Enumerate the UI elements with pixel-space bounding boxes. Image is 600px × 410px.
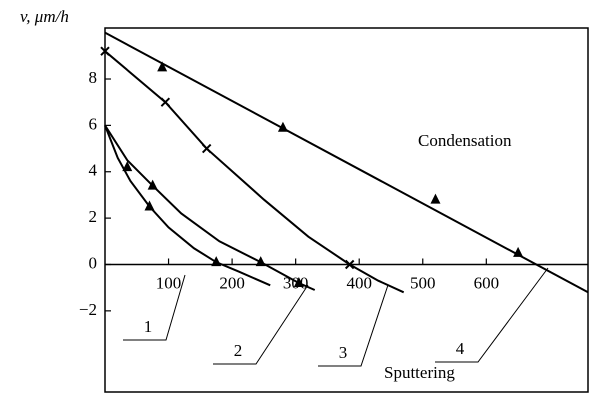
marker bbox=[157, 61, 168, 72]
marker bbox=[201, 143, 212, 154]
x-tick-label: 200 bbox=[219, 273, 245, 292]
y-tick-label: 4 bbox=[89, 161, 98, 180]
curve bbox=[104, 124, 316, 291]
leader-line bbox=[435, 267, 549, 363]
curve bbox=[104, 50, 405, 294]
marker bbox=[144, 200, 155, 211]
marker bbox=[255, 256, 266, 267]
x-tick-label: 100 bbox=[156, 273, 182, 292]
series-label: 3 bbox=[339, 343, 348, 362]
y-axis-label: v, μm/h bbox=[20, 7, 69, 26]
curve bbox=[104, 125, 271, 287]
y-tick-label: 2 bbox=[89, 207, 98, 226]
x-tick-label: 400 bbox=[346, 273, 372, 292]
leader-line bbox=[213, 284, 309, 365]
series-label: 1 bbox=[144, 317, 153, 336]
marker bbox=[147, 179, 158, 190]
annotation: Sputtering bbox=[384, 363, 455, 382]
marker bbox=[513, 246, 524, 257]
series-label: 4 bbox=[456, 339, 465, 358]
marker bbox=[211, 256, 222, 267]
y-tick-label: 6 bbox=[89, 114, 98, 133]
curve bbox=[104, 31, 589, 294]
marker bbox=[430, 193, 441, 204]
x-tick-label: 600 bbox=[474, 273, 500, 292]
leader-line bbox=[123, 274, 186, 341]
annotation: Condensation bbox=[418, 131, 512, 150]
marker bbox=[100, 46, 110, 56]
y-tick-label: 0 bbox=[89, 253, 98, 272]
marker bbox=[344, 259, 355, 270]
y-tick-label: −2 bbox=[79, 300, 97, 319]
marker bbox=[277, 121, 288, 132]
marker bbox=[293, 277, 304, 288]
leader-line bbox=[318, 284, 389, 367]
marker bbox=[160, 97, 171, 107]
y-tick-label: 8 bbox=[89, 68, 98, 87]
x-tick-label: 500 bbox=[410, 273, 436, 292]
series-label: 2 bbox=[234, 341, 243, 360]
marker bbox=[122, 161, 133, 172]
plot-frame bbox=[104, 27, 589, 393]
